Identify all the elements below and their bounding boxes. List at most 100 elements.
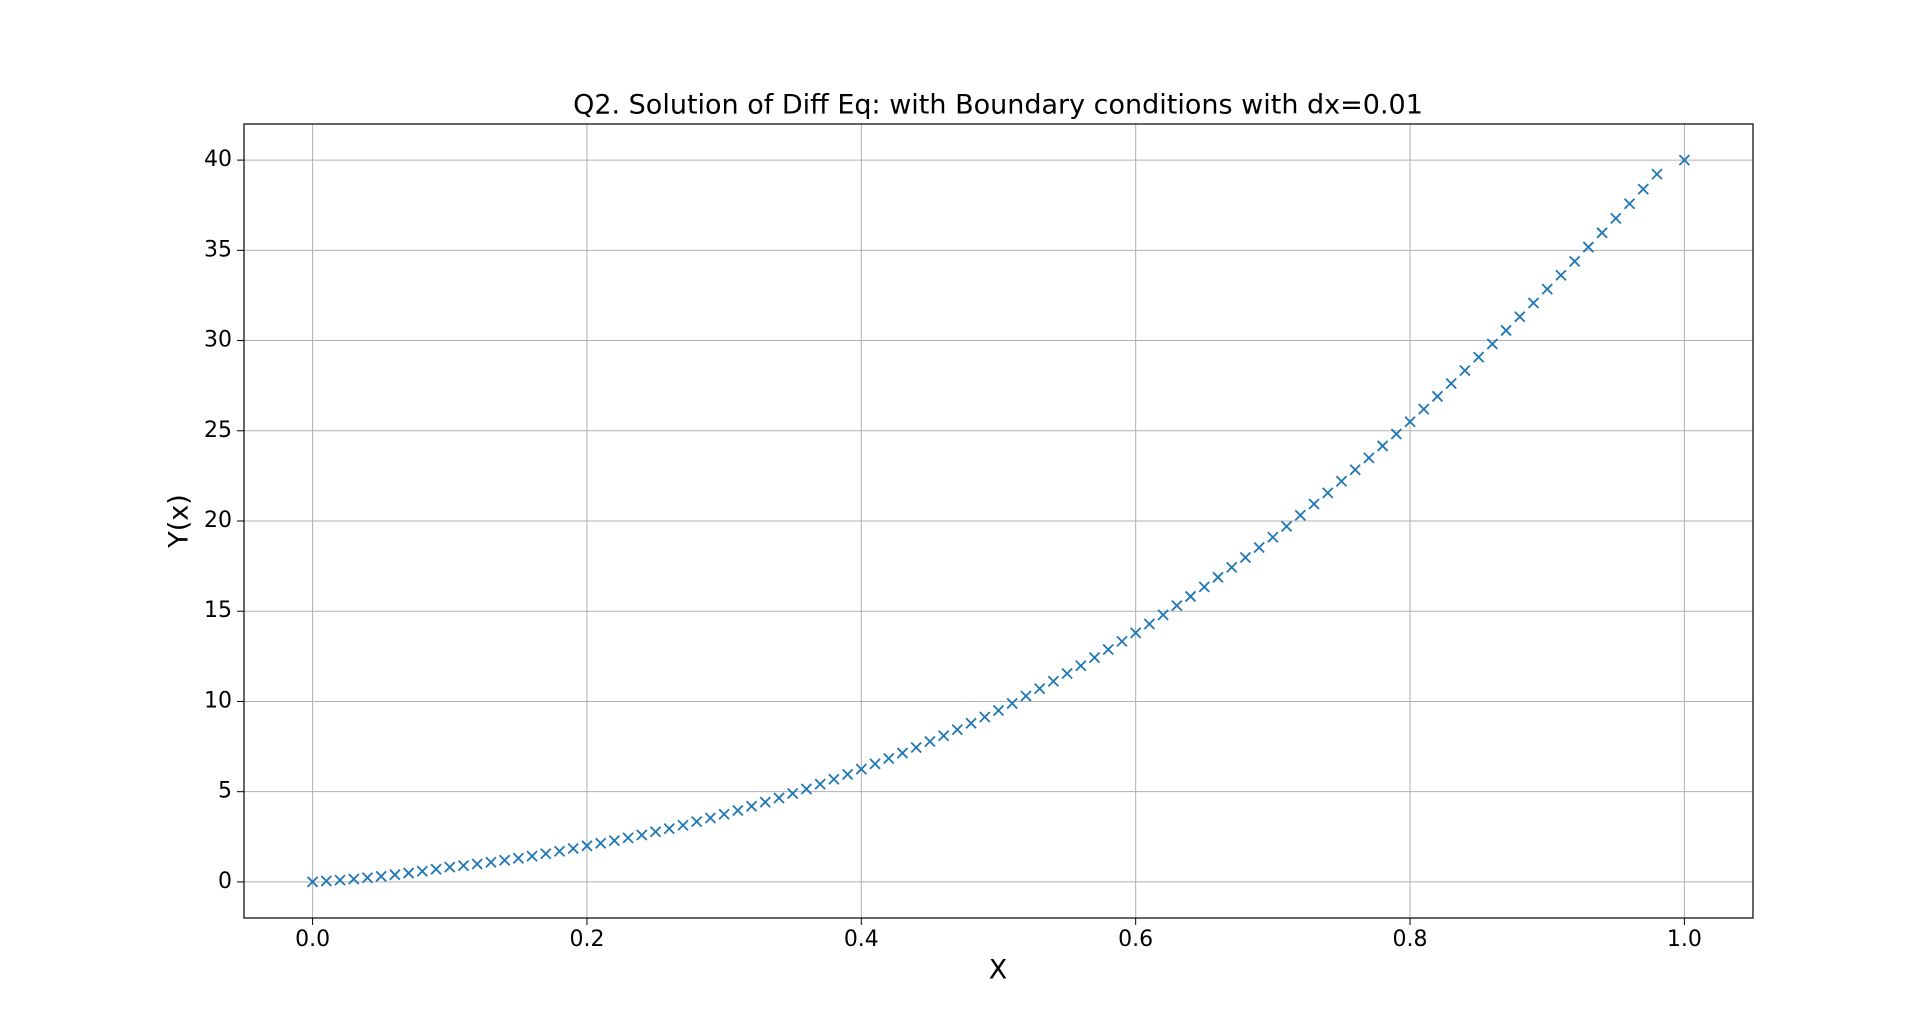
point-marker <box>306 876 319 888</box>
point-marker <box>1610 212 1622 225</box>
point-marker <box>1198 581 1210 593</box>
y-tick-label: 40 <box>204 147 232 172</box>
point-marker <box>1294 509 1306 521</box>
point-marker <box>1569 255 1581 267</box>
point-marker <box>992 704 1005 717</box>
point-marker <box>1459 364 1471 377</box>
x-tick-label: 0.2 <box>569 927 604 952</box>
point-marker <box>1157 609 1169 621</box>
point-marker <box>1541 283 1553 295</box>
point-marker <box>402 867 415 879</box>
point-marker <box>1404 416 1416 428</box>
point-marker <box>745 800 758 812</box>
point-marker <box>1267 531 1279 543</box>
point-marker <box>677 819 689 831</box>
y-axis-label: Y(x) <box>164 494 195 549</box>
point-marker <box>1418 403 1430 415</box>
point-marker <box>951 723 963 736</box>
y-tick-label: 5 <box>218 779 232 804</box>
point-marker <box>1239 551 1252 564</box>
point-marker <box>1253 541 1265 554</box>
point-marker <box>1088 651 1101 664</box>
point-marker <box>1678 154 1691 166</box>
point-marker <box>1500 324 1512 337</box>
point-marker <box>718 808 730 820</box>
point-marker <box>841 768 854 780</box>
point-marker <box>416 865 428 877</box>
point-marker <box>430 863 442 875</box>
point-marker <box>444 861 456 873</box>
point-marker <box>1006 697 1018 710</box>
point-marker <box>1527 297 1540 309</box>
point-marker <box>622 832 634 844</box>
point-marker <box>1596 227 1608 239</box>
point-marker <box>526 850 538 862</box>
point-marker <box>608 834 621 847</box>
point-marker <box>1171 599 1183 612</box>
point-marker <box>581 840 593 852</box>
x-axis-label: X <box>989 955 1008 986</box>
point-marker <box>869 758 881 770</box>
y-tick-label: 0 <box>218 869 232 894</box>
point-marker <box>704 812 717 824</box>
point-marker <box>334 874 346 886</box>
point-marker <box>828 773 840 785</box>
point-marker <box>348 873 360 885</box>
point-marker <box>649 826 662 838</box>
point-marker <box>595 837 607 849</box>
point-marker <box>471 858 483 870</box>
point-marker <box>1075 660 1087 672</box>
point-marker <box>1226 561 1238 574</box>
point-marker <box>1637 183 1649 195</box>
point-marker <box>800 783 813 795</box>
point-marker <box>663 823 675 835</box>
point-marker <box>814 778 826 790</box>
point-marker <box>1322 487 1334 499</box>
point-marker <box>691 816 703 828</box>
x-tick-label: 0.0 <box>295 927 330 952</box>
point-marker <box>1349 464 1361 476</box>
y-tick-label: 35 <box>204 237 232 262</box>
point-marker <box>979 711 991 723</box>
y-tick-label: 25 <box>204 418 232 443</box>
plot-frame <box>243 123 1754 919</box>
point-marker <box>1335 475 1348 487</box>
chart-title: Q2. Solution of Diff Eq: with Boundary c… <box>573 90 1423 121</box>
point-marker <box>567 842 579 855</box>
point-marker <box>1143 618 1156 630</box>
point-marker <box>759 796 771 808</box>
point-marker <box>1473 351 1485 363</box>
y-tick-label: 15 <box>204 598 232 623</box>
point-marker <box>636 829 648 841</box>
point-marker <box>320 875 332 887</box>
point-marker <box>1486 338 1498 350</box>
y-tick-label: 10 <box>204 688 232 713</box>
point-marker <box>1280 520 1293 533</box>
point-marker <box>1061 667 1073 680</box>
point-marker <box>965 717 977 729</box>
point-marker <box>787 787 799 800</box>
point-marker <box>1034 683 1046 695</box>
point-marker <box>1212 571 1224 583</box>
point-marker <box>1020 690 1032 702</box>
point-marker <box>499 854 511 866</box>
x-tick-label: 0.8 <box>1393 927 1428 952</box>
point-marker <box>883 752 895 765</box>
point-marker <box>1116 635 1128 647</box>
y-tick-label: 20 <box>204 508 232 533</box>
point-marker <box>512 852 525 864</box>
x-tick-label: 1.0 <box>1667 927 1702 952</box>
point-marker <box>910 741 922 754</box>
point-marker <box>773 792 785 804</box>
point-marker <box>1047 675 1060 687</box>
point-marker <box>1184 590 1197 603</box>
point-marker <box>896 747 909 759</box>
point-marker <box>1102 643 1114 656</box>
point-marker <box>937 730 950 742</box>
point-marker <box>1363 452 1375 464</box>
point-marker <box>1651 168 1663 180</box>
point-marker <box>1376 440 1389 452</box>
point-marker <box>1390 428 1402 440</box>
point-marker <box>1623 198 1636 210</box>
